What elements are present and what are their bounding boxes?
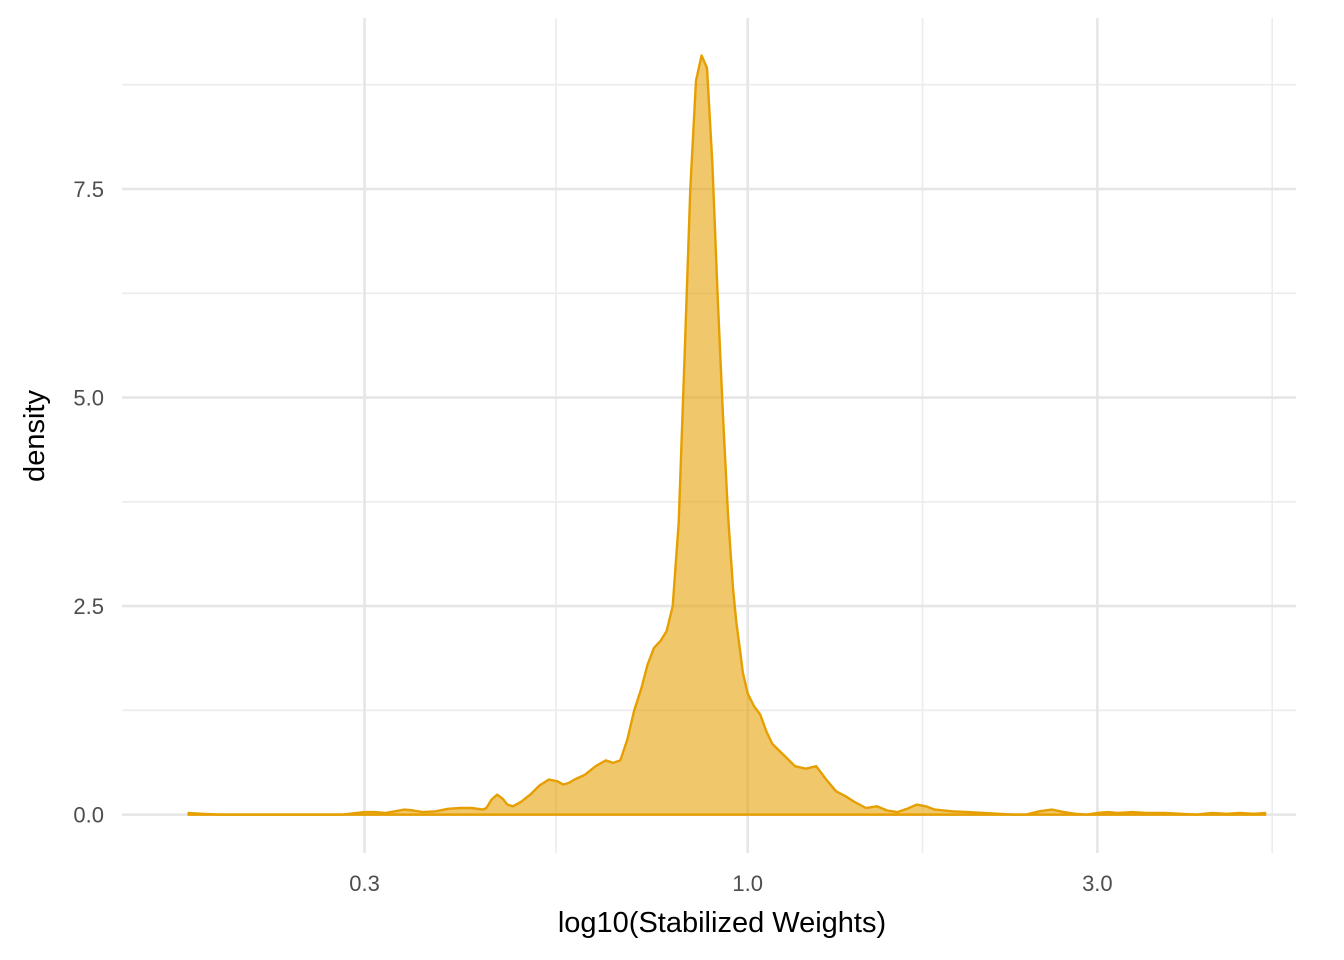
y-tick-label: 7.5 — [73, 177, 104, 202]
x-tick-label: 0.3 — [349, 871, 380, 896]
y-tick-label: 5.0 — [73, 386, 104, 411]
y-tick-labels: 0.0 2.5 5.0 7.5 — [73, 177, 104, 828]
y-tick-label: 0.0 — [73, 803, 104, 828]
density-area — [187, 55, 1267, 815]
y-axis-title: density — [19, 390, 51, 482]
x-axis-title: log10(Stabilized Weights) — [558, 907, 886, 939]
x-tick-label: 1.0 — [732, 871, 763, 896]
y-tick-label: 2.5 — [73, 594, 104, 619]
x-tick-label: 3.0 — [1082, 871, 1113, 896]
density-series — [187, 54, 1267, 816]
x-tick-labels: 0.3 1.0 3.0 — [349, 871, 1112, 896]
